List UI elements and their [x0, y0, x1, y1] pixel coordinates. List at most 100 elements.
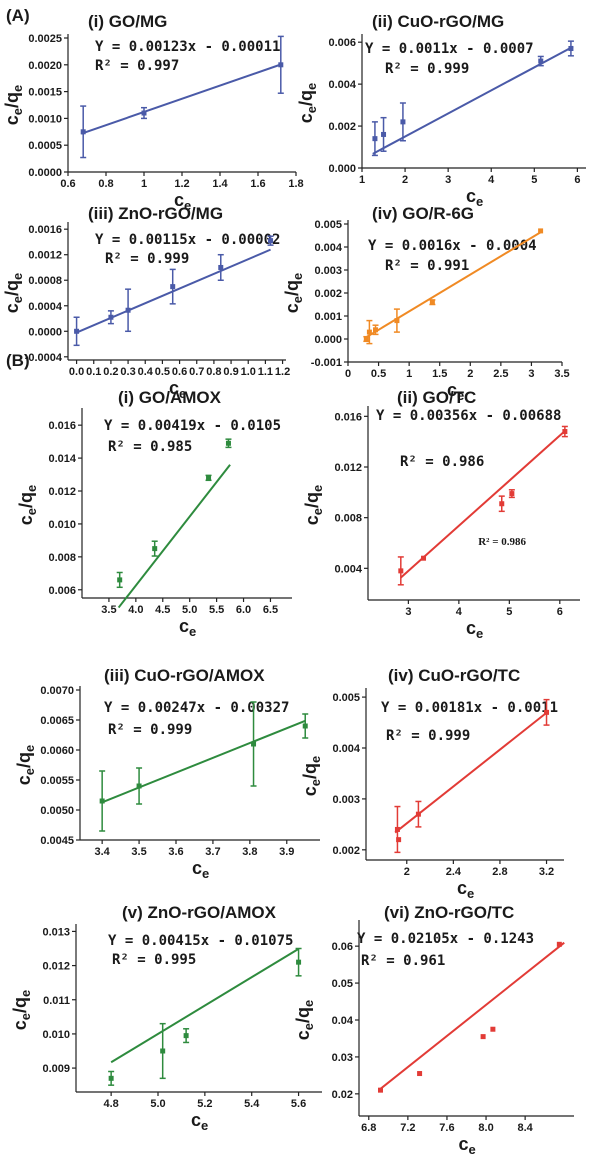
y-axis-label: ce/qe: [2, 85, 25, 125]
x-tick-label: 1.4: [212, 178, 228, 190]
x-tick-label: 3.5: [101, 604, 116, 616]
data-point: [394, 318, 400, 324]
data-point: [108, 314, 114, 320]
fit-line: [372, 45, 574, 155]
y-tick-label: 0.06: [332, 941, 353, 953]
y-tick-label: 0.0020: [28, 60, 62, 72]
r-squared: R² = 0.999: [386, 728, 470, 744]
chart-title: (ii) GO/TC: [397, 388, 476, 407]
data-point: [429, 299, 435, 305]
y-tick-label: 0.0012: [28, 250, 62, 262]
y-tick-label: 0.0005: [28, 140, 62, 152]
x-tick-label: 8.0: [478, 1122, 493, 1134]
x-tick-label: 0.7: [189, 366, 204, 378]
y-tick-label: 0.013: [42, 926, 70, 938]
data-point: [296, 959, 302, 965]
y-tick-label: 0.0055: [40, 775, 74, 787]
x-axis-label: ce: [192, 858, 209, 881]
data-point: [125, 307, 131, 313]
y-tick-label: 0.004: [334, 563, 362, 575]
fit-line: [80, 63, 282, 135]
x-tick-label: 0.2: [103, 366, 118, 378]
x-tick-label: 0.6: [172, 366, 187, 378]
x-tick-label: 0.8: [98, 178, 113, 190]
x-tick-label: 4: [488, 174, 495, 186]
x-tick-label: 0.5: [155, 366, 170, 378]
y-tick-label: 0.009: [42, 1063, 70, 1075]
data-point: [378, 1087, 383, 1093]
x-tick-label: 3.5: [554, 368, 569, 380]
chart-b3: (iii) CuO-rGO/AMOX Y = 0.00247x - 0.00327…: [14, 666, 320, 881]
chart-a1: (i) GO/MG Y = 0.00123x - 0.00011 R² = 0.99…: [2, 12, 304, 213]
x-axis-label: ce: [191, 1110, 208, 1133]
fit-line: [379, 941, 565, 1090]
fit-equation: Y = 0.00181x - 0.0011: [381, 700, 558, 716]
x-axis-label: ce: [179, 616, 196, 639]
x-tick-label: 6.8: [361, 1122, 376, 1134]
fit-line: [110, 947, 300, 1064]
data-point: [225, 440, 231, 446]
data-point: [417, 1071, 423, 1077]
y-tick-label: 0.0065: [40, 715, 74, 727]
x-tick-label: 2: [402, 174, 408, 186]
y-tick-label: 0.008: [334, 513, 362, 525]
y-tick-label: 0.002: [328, 121, 356, 133]
x-tick-label: 0: [345, 368, 351, 380]
y-tick-label: 0.0060: [40, 745, 74, 757]
data-point: [396, 837, 402, 843]
x-tick-label: 2.5: [493, 368, 508, 380]
x-tick-label: 8.4: [517, 1122, 533, 1134]
chart-title: (iv) GO/R-6G: [372, 204, 474, 223]
section-a-label: (A): [6, 6, 30, 25]
data-point: [206, 475, 212, 481]
y-tick-label: 0.010: [42, 1029, 70, 1041]
x-tick-label: 0.0: [69, 366, 84, 378]
data-point: [421, 555, 427, 561]
y-tick-label: 0.004: [314, 242, 342, 254]
x-tick-label: 6: [574, 174, 580, 186]
data-point: [372, 136, 378, 142]
data-point: [170, 284, 176, 290]
x-tick-label: 3.4: [95, 846, 111, 858]
r-squared: R² = 0.995: [112, 952, 196, 968]
data-point: [366, 329, 372, 335]
data-point: [562, 429, 568, 435]
fit-equation: Y = 0.02105x - 0.1243: [357, 931, 534, 947]
y-tick-label: 0.04: [332, 1015, 354, 1027]
x-tick-label: 0.8: [206, 366, 221, 378]
fit-line: [101, 719, 306, 804]
y-axis-label: ce/qe: [296, 83, 319, 123]
y-tick-label: 0.012: [334, 462, 362, 474]
y-tick-label: 0.006: [48, 585, 76, 597]
data-point: [74, 328, 80, 334]
chart-title: (ii) CuO-rGO/MG: [372, 12, 504, 31]
y-axis-label: ce/qe: [16, 485, 39, 525]
x-tick-label: 6.0: [236, 604, 251, 616]
data-point: [251, 741, 257, 747]
data-point: [278, 62, 284, 68]
y-tick-label: 0.0015: [28, 87, 62, 99]
x-tick-label: 5.0: [150, 1098, 165, 1110]
y-tick-label: 0.004: [332, 743, 360, 755]
y-axis-label: ce/qe: [10, 990, 33, 1030]
r-squared: R² = 0.985: [108, 439, 192, 455]
fit-line: [400, 429, 567, 579]
chart-a4: (iv) GO/R-6G Y = 0.0016x - 0.0004 R² = 0.9…: [282, 204, 570, 403]
x-tick-label: 4.8: [103, 1098, 118, 1110]
x-tick-label: 5.2: [197, 1098, 212, 1110]
y-tick-label: 0.012: [48, 486, 76, 498]
chart-a2: (ii) CuO-rGO/MG Y = 0.0011x - 0.0007 R² = …: [296, 12, 586, 209]
x-tick-label: 3.2: [539, 866, 554, 878]
data-point: [556, 941, 562, 947]
y-tick-label: 0.016: [334, 411, 362, 423]
y-tick-label: 0.05: [332, 978, 353, 990]
x-tick-label: 0.1: [86, 366, 101, 378]
y-axis-label: ce/qe: [293, 1000, 316, 1040]
data-point: [108, 1075, 114, 1081]
x-tick-label: 5.5: [209, 604, 224, 616]
data-point: [400, 119, 406, 125]
x-tick-label: 6.5: [263, 604, 278, 616]
y-tick-label: 0.0010: [28, 113, 62, 125]
x-tick-label: 5.6: [291, 1098, 306, 1110]
x-tick-label: 1: [359, 174, 365, 186]
